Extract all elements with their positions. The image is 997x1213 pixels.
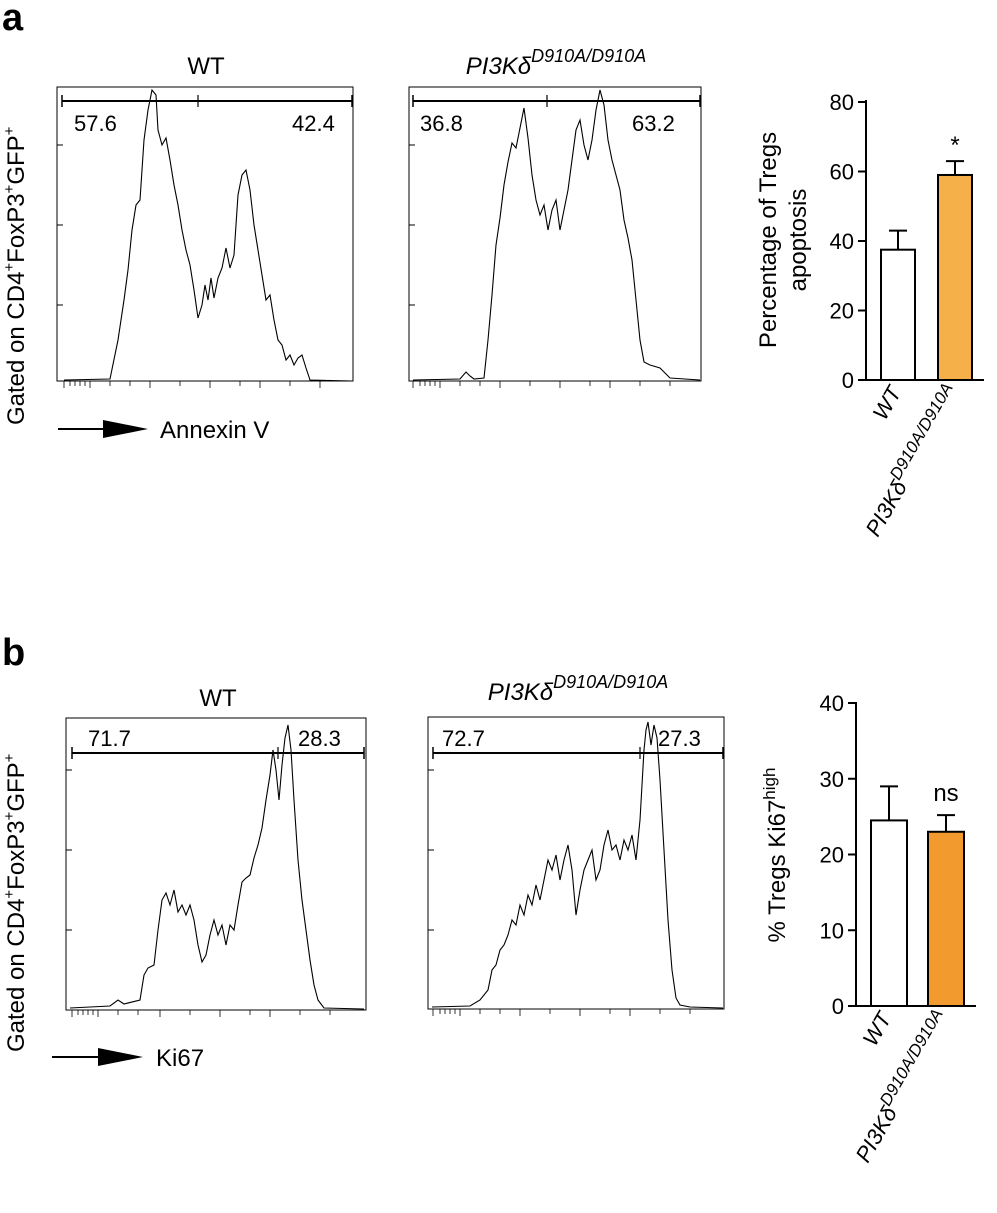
histogram-ylabel-a: Gated on CD4+FoxP3+GFP+ — [1, 126, 30, 425]
arrow-icon — [58, 420, 148, 438]
y-tick-label: 10 — [820, 918, 844, 943]
y-tick-label: 30 — [820, 767, 844, 792]
histogram-xlabel-a: Annexin V — [160, 417, 269, 444]
gate-right-value: 42.4 — [292, 111, 335, 136]
y-tick-label: 80 — [830, 90, 854, 115]
panel-letter-a: a — [2, 0, 24, 39]
bar — [937, 173, 973, 381]
y-tick-label: 20 — [830, 299, 854, 324]
arrow-icon — [52, 1048, 143, 1066]
histogram-wt-annexin: WT 57.6 42.4 — [56, 53, 354, 388]
bar — [880, 248, 916, 381]
histogram-title: PI3KδD910A/D910A — [466, 46, 646, 80]
histogram-title: WT — [199, 685, 237, 712]
gate-right-value: 27.3 — [658, 726, 701, 751]
gate-left-value: 57.6 — [74, 111, 117, 136]
y-tick-label: 40 — [830, 229, 854, 254]
gate-left-value: 72.7 — [442, 726, 485, 751]
bar-chart-apoptosis: Percentage of Tregs apoptosis 0 20 40 60 80 *… — [755, 90, 984, 541]
histogram-xlabel-b: Ki67 — [156, 1045, 204, 1072]
significance-marker: * — [950, 132, 959, 159]
histogram-ylabel-b: Gated on CD4+FoxP3+GFP+ — [1, 753, 30, 1052]
gate-left-value: 36.8 — [420, 111, 463, 136]
gate-right-value: 28.3 — [298, 726, 341, 751]
panel-letter-b: b — [2, 632, 25, 674]
histogram-wt-ki67: WT 71.7 28.3 — [65, 685, 367, 1017]
bar — [870, 819, 908, 1007]
histogram-title: WT — [187, 53, 225, 80]
bar-category-label: WT — [858, 1007, 898, 1050]
y-tick-label: 0 — [842, 368, 854, 393]
significance-marker: ns — [933, 780, 958, 807]
bar-category-label: WT — [868, 381, 908, 424]
bar — [927, 830, 965, 1008]
y-tick-label: 0 — [832, 994, 844, 1019]
histogram-mutant-annexin: PI3KδD910A/D910A 36.8 63.2 — [408, 46, 702, 388]
gate-left-value: 71.7 — [88, 726, 131, 751]
histogram-mutant-ki67: PI3KδD910A/D910A 72.7 27.3 — [427, 672, 725, 1016]
bar-ylabel: % Tregs Ki67high — [760, 768, 791, 943]
gate-right-value: 63.2 — [632, 111, 675, 136]
y-tick-label: 40 — [820, 691, 844, 716]
y-tick-label: 60 — [830, 160, 854, 185]
bar-ylabel: Percentage of Tregs apoptosis — [755, 132, 812, 348]
y-tick-label: 20 — [820, 843, 844, 868]
histogram-title: PI3KδD910A/D910A — [488, 672, 668, 706]
